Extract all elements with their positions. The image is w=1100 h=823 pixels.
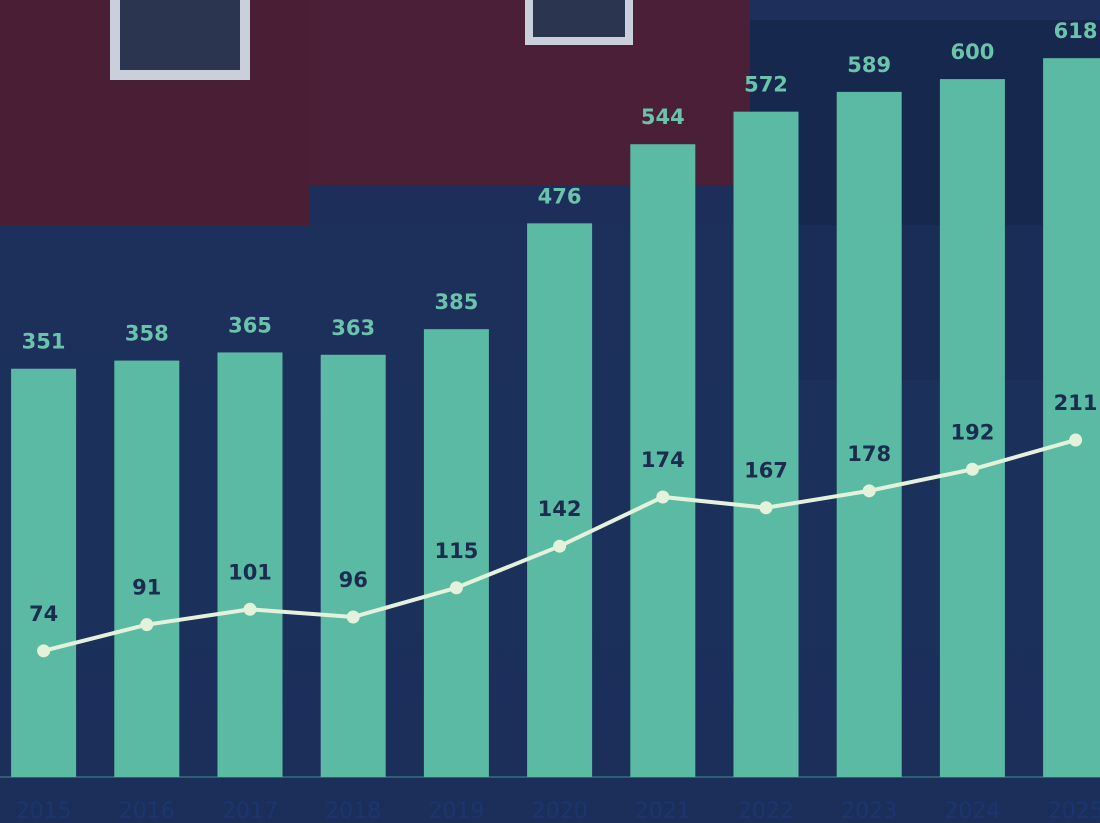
line-value-label: 167 — [744, 459, 788, 483]
bar — [734, 112, 799, 777]
line-point — [760, 501, 773, 514]
x-tick-label: 2019 — [428, 799, 484, 823]
line-point — [656, 490, 669, 503]
x-tick-label: 2023 — [841, 799, 897, 823]
line-value-label: 91 — [132, 576, 161, 600]
line-point — [863, 484, 876, 497]
bar-value-label: 544 — [641, 105, 685, 129]
x-tick-label: 2021 — [635, 799, 691, 823]
line-value-label: 192 — [950, 420, 994, 444]
bar-value-label: 600 — [950, 40, 994, 64]
x-tick-label: 2020 — [532, 799, 588, 823]
line-point — [1069, 434, 1082, 447]
line-point — [244, 603, 257, 616]
x-tick-label: 2017 — [222, 799, 278, 823]
line-value-label: 178 — [847, 442, 891, 466]
bar-value-label: 572 — [744, 73, 788, 97]
x-tick-label: 2016 — [119, 799, 175, 823]
bar — [1043, 58, 1100, 777]
line-value-label: 174 — [641, 448, 685, 472]
line-value-label: 115 — [434, 539, 478, 563]
bar — [321, 355, 386, 777]
line-point — [553, 540, 566, 553]
line-value-label: 96 — [339, 568, 368, 592]
line-value-label: 74 — [29, 602, 58, 626]
bar-value-label: 589 — [847, 53, 891, 77]
line-point — [450, 581, 463, 594]
bar — [11, 369, 76, 777]
line-value-label: 211 — [1054, 391, 1098, 415]
bar-value-label: 476 — [538, 184, 582, 208]
bar-value-label: 351 — [22, 330, 66, 354]
bar-value-label: 618 — [1054, 19, 1098, 43]
x-tick-label: 2018 — [325, 799, 381, 823]
x-tick-label: 2025 — [1048, 799, 1100, 823]
bar — [114, 361, 179, 777]
bar-value-label: 358 — [125, 322, 169, 346]
x-tick-label: 2015 — [16, 799, 72, 823]
line-point — [347, 610, 360, 623]
line-point — [140, 618, 153, 631]
line-point — [37, 644, 50, 657]
x-tick-label: 2024 — [944, 799, 1000, 823]
bar-value-label: 385 — [434, 290, 478, 314]
bar-value-label: 365 — [228, 313, 272, 337]
line-value-label: 142 — [538, 497, 582, 521]
chart: 351 358 365 363 385 476 544 572 589 600 618 74 91 101… — [0, 0, 1100, 823]
x-tick-label: 2022 — [738, 799, 794, 823]
line-value-label: 101 — [228, 560, 272, 584]
bar — [837, 92, 902, 777]
bar-value-label: 363 — [331, 316, 375, 340]
line-point — [966, 463, 979, 476]
